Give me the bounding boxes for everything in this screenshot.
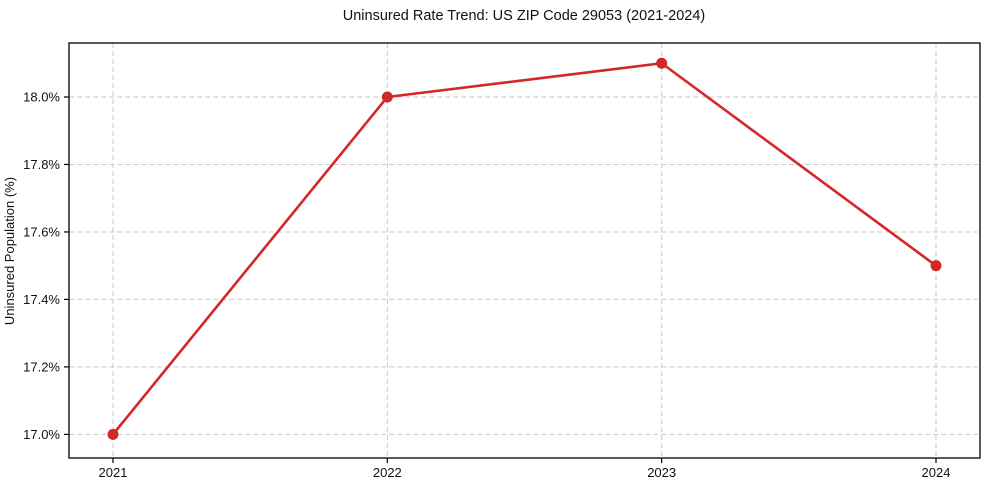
data-point-2023 [656,57,668,69]
y-tick-label: 17.2% [23,359,60,374]
x-tick-label: 2021 [99,465,128,480]
x-tick-label: 2022 [373,465,402,480]
x-tick-label: 2024 [922,465,951,480]
data-point-2021 [107,428,119,440]
data-line [111,61,938,436]
y-tick-label: 17.6% [23,224,60,239]
y-tick-label: 17.8% [23,157,60,172]
data-point-2022 [381,91,393,103]
y-tick-label: 17.0% [23,427,60,442]
gridlines [69,43,980,458]
y-tick-label: 17.4% [23,292,60,307]
data-point-2024 [930,260,942,272]
y-tick-label: 18.0% [23,89,60,104]
chart-title: Uninsured Rate Trend: US ZIP Code 29053 … [343,8,705,24]
x-tick-label: 2023 [647,465,676,480]
plot-elements: 2021 2022 2023 2024 17.0% 17.2% 17.4% 17.6% 17.8… [23,42,981,480]
plot-border [68,42,981,459]
y-axis-label: Uninsured Population (%) [2,177,17,325]
